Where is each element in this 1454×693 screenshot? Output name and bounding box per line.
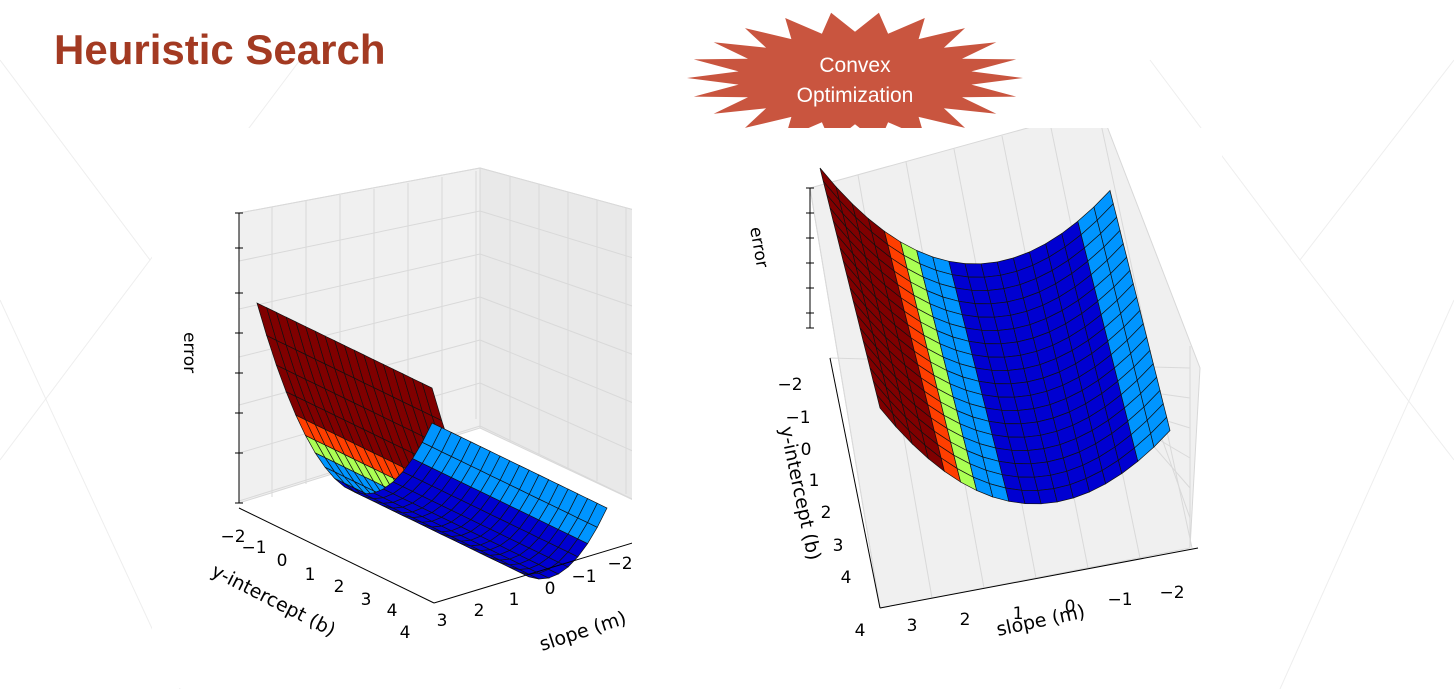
surface [819,167,1171,505]
intercept-tick-label: 2 [334,577,345,597]
intercept-tick-label: 3 [361,590,372,610]
intercept-axis-line [829,357,881,609]
slope-tick-label: 1 [509,590,520,610]
slope-axis-line [879,547,1199,609]
slope-tick-label: −1 [571,567,596,587]
intercept-tick-label: 4 [841,568,852,588]
surface-patch [1053,484,1074,503]
intercept-axis-label: y-intercept (b) [775,424,825,562]
starburst-shape [687,12,1023,144]
intercept-tick-label: 1 [809,471,820,491]
intercept-tick-label: 4 [387,601,398,621]
gridline [809,187,881,609]
convex-optimization-badge: Convex Optimization [687,12,1023,144]
gridline [238,210,481,262]
slope-tick-label: 2 [960,610,971,630]
slope-tick-label: 4 [400,623,411,643]
z-axis-label: error [745,225,772,269]
intercept-axis-label: y-intercept (b) [208,560,339,641]
slope-tick-label: 1 [1013,604,1024,624]
intercept-axis-line [238,507,435,604]
gridline [238,253,481,310]
slope-tick-label: −1 [1107,590,1132,610]
z-axis-label: error [179,332,199,373]
intercept-tick-label: 0 [277,551,288,571]
slope-tick-label: 2 [474,601,485,621]
gridline [1097,109,1193,549]
surface [256,302,608,580]
slope-tick-label: −2 [607,554,632,574]
gridline [238,167,481,214]
z-ticks [235,212,243,504]
gridlines [238,167,685,524]
intercept-tick-label: 1 [305,565,316,585]
intercept-tick-label: −2 [777,375,802,395]
intercept-tick-label: 0 [801,440,812,460]
intercept-tick-label: 3 [833,536,844,556]
slope-tick-label: −2 [1159,583,1184,603]
slope-tick-label: 3 [907,616,918,636]
axes [809,188,1199,609]
slope-axis-label: slope (m) [994,601,1087,641]
chart-panel-right: −2 −1 0 1 2 3 4 4 3 2 1 0 −1 −2 error y-intercept (b)… [720,107,1222,688]
intercept-tick-label: 2 [821,503,832,523]
badge-line-1: Convex [819,54,891,77]
intercept-tick-label: −1 [241,538,266,558]
badge-line-2: Optimization [797,84,914,107]
z-ticks [806,187,814,329]
slope-tick-label: 4 [855,621,866,641]
intercept-tick-label: −2 [220,527,245,547]
page-title: Heuristic Search [54,26,386,73]
slope-tick-label: 0 [545,579,556,599]
slope-tick-label: 0 [1065,597,1076,617]
chart-panel-left: −2 −1 0 1 2 3 4 4 3 2 1 0 −1 −2 error y-intercept (b)… [152,128,685,688]
surface-patch [587,502,608,528]
slope-axis-label: slope (m) [537,607,629,656]
slope-tick-label: 3 [437,611,448,631]
intercept-tick-label: −1 [785,408,810,428]
